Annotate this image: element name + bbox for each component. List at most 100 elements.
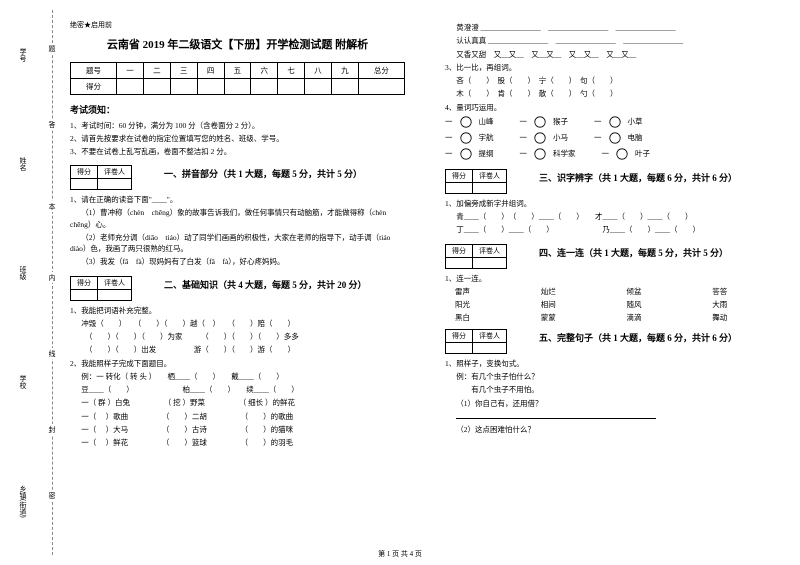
p2-row: 一（ ）大马 （ ）古诗 （ ）的猫咪	[70, 424, 405, 435]
p2-row: （ ）（ ）出发 游（ ）（ ）游（ ）	[70, 344, 405, 355]
th: 总分	[358, 63, 404, 79]
part1-title: 一、拼音部分（共 1 大题，每题 5 分，共计 5 分）	[164, 167, 362, 180]
cell	[71, 179, 98, 190]
p3-q: 1、加偏旁成新字并组词。	[445, 198, 780, 209]
ring-icon	[533, 131, 547, 145]
sb-c1: 得分	[71, 276, 98, 289]
cell	[98, 179, 132, 190]
notice-item: 2、请首先按要求在试卷的指定位置填写您的姓名、班级、学号。	[70, 133, 405, 144]
cell	[278, 79, 305, 95]
p2-row: 一（ ）鲜花 （ ）篮球 （ ）的羽毛	[70, 437, 405, 448]
ring-icon	[533, 115, 547, 129]
cell	[143, 79, 170, 95]
ring-icon	[533, 147, 547, 161]
rt-row: 木（ ） 肯（ ） 散（ ） 勺（ ）	[445, 88, 780, 99]
conn-cell: 大雨	[712, 299, 780, 310]
sb-c1: 得分	[446, 244, 473, 257]
p1-line: （2）老师充分调（diāo tiáo）动了同学们画画的积极性，大家在老师的指导下…	[70, 232, 405, 255]
right-column: 黄澄澄 ________________ ________________ __…	[425, 0, 800, 565]
p1-line: （1）曹冲称（chèn chēng）象的故事告诉我们，做任何事情只有动脑筋，才能…	[70, 207, 405, 230]
p2-row: 一（ ）歌曲 （ ）二胡 （ ）的歌曲	[70, 411, 405, 422]
conn-cell: 相间	[541, 299, 609, 310]
th: 七	[278, 63, 305, 79]
rt-line: 又香又甜 又__又__ 又__又__ 又__又__ 又__又__	[445, 49, 780, 60]
cell	[473, 257, 507, 268]
p1-q: 1、请在正确的读音下面"____"。	[70, 194, 405, 205]
part5-title: 五、完整句子（共 1 大题，每题 6 分，共计 6 分）	[539, 331, 737, 344]
sb-c1: 得分	[71, 166, 98, 179]
classifier-row: 一提纲 一科学家 一叶子	[445, 147, 780, 161]
rt-line: 认认真真 ________________ ________________ _…	[445, 35, 780, 46]
p5-line	[445, 411, 780, 422]
rt-q3: 3、比一比，再组词。	[445, 62, 780, 73]
th: 八	[305, 63, 332, 79]
th: 三	[170, 63, 197, 79]
w: 电脑	[628, 132, 643, 143]
th: 九	[331, 63, 358, 79]
cell	[331, 79, 358, 95]
cell	[446, 182, 473, 193]
sb-c2: 评卷人	[473, 329, 507, 342]
exam-title: 云南省 2019 年二级语文【下册】开学检测试题 附解析	[70, 36, 405, 52]
p2-row: （ ）（ ）（ ）为家 （ ）（ ）（ ）多多	[70, 331, 405, 342]
marker-box: 得分评卷人	[445, 169, 507, 194]
part3-title: 三、识字辨字（共 1 大题，每题 6 分，共计 6 分）	[539, 171, 737, 184]
p4-q: 1、连一连。	[445, 273, 780, 284]
p2-row: 豆____（ ） 柏____（ ） 续____（ ）	[70, 384, 405, 395]
p3-row: 青____（ ） （ ）____（ ） 才____（ ）____（ ）	[445, 211, 780, 222]
cell	[197, 79, 224, 95]
cell	[71, 289, 98, 300]
p5-line: （2）这点困难怕什么？	[445, 424, 780, 435]
notice-item: 3、不要在试卷上乱写乱画，卷面不整洁扣 2 分。	[70, 146, 405, 157]
p2-q1: 1、我能把词语补充完整。	[70, 305, 405, 316]
ring-icon	[608, 131, 622, 145]
w: 宇航	[479, 132, 494, 143]
part2-title: 二、基础知识（共 4 大题，每题 5 分，共计 20 分）	[164, 278, 367, 291]
cell	[117, 79, 144, 95]
notice-title: 考试须知：	[70, 103, 405, 116]
part4-title: 四、连一连（共 1 大题，每题 5 分，共计 5 分）	[539, 246, 728, 259]
cell	[170, 79, 197, 95]
cell	[98, 289, 132, 300]
marker-box: 得分评卷人	[70, 276, 132, 301]
w: 提纲	[479, 148, 494, 159]
th: 四	[197, 63, 224, 79]
w: 叶子	[635, 148, 650, 159]
p2-row: 一（ 群 ）白兔 （ 挖 ）野菜 （ 细长 ）的鲜花	[70, 397, 405, 408]
conn-cell: 黑白	[455, 312, 523, 323]
th: 五	[224, 63, 251, 79]
p5-line: 有几个虫子不用怕。	[445, 384, 780, 395]
confidential-label: 绝密★启用前	[70, 20, 405, 30]
conn-cell: 阳光	[455, 299, 523, 310]
ring-icon	[608, 115, 622, 129]
p3-row: 丁____（ ）____（ ） 乃____（ ）____（ ）	[445, 224, 780, 235]
ring-icon	[459, 147, 473, 161]
ring-icon	[459, 131, 473, 145]
conn-cell: 滴滴	[627, 312, 695, 323]
row-label: 得分	[71, 79, 117, 95]
w: 小草	[628, 116, 643, 127]
conn-cell: 随风	[627, 299, 695, 310]
cell	[446, 257, 473, 268]
p5-q: 1、照样子，变换句式。	[445, 358, 780, 369]
ring-icon	[615, 147, 629, 161]
p2-row: 冲毁（ ） （ ）（ ）越（ ） （ ）赔（ ）	[70, 318, 405, 329]
cell	[224, 79, 251, 95]
notice-list: 1、考试时间：60 分钟，满分为 100 分（含卷面分 2 分）。 2、请首先按…	[70, 120, 405, 157]
w: 科学家	[553, 148, 576, 159]
th: 题号	[71, 63, 117, 79]
w: 山峰	[479, 116, 494, 127]
ring-icon	[459, 115, 473, 129]
p5-line: （1）你自己有，还用借？	[445, 398, 780, 409]
w: 小马	[553, 132, 568, 143]
conn-cell: 雷声	[455, 286, 523, 297]
sb-c1: 得分	[446, 169, 473, 182]
th: 二	[143, 63, 170, 79]
sb-c2: 评卷人	[473, 244, 507, 257]
rt-q4: 4、量词巧运用。	[445, 102, 780, 113]
page-footer: 第 1 页 共 4 页	[0, 549, 800, 559]
cell	[446, 342, 473, 353]
notice-item: 1、考试时间：60 分钟，满分为 100 分（含卷面分 2 分）。	[70, 120, 405, 131]
score-table: 题号 一 二 三 四 五 六 七 八 九 总分 得分	[70, 62, 405, 95]
sb-c2: 评卷人	[473, 169, 507, 182]
